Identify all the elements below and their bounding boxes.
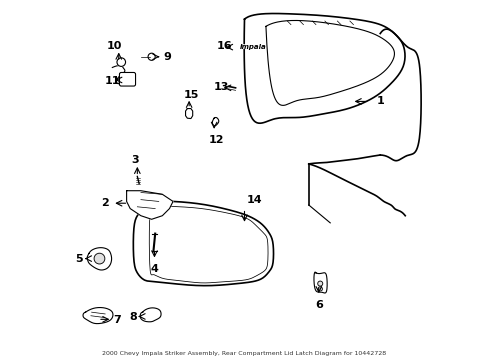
Text: 1: 1: [376, 96, 384, 107]
Circle shape: [117, 58, 125, 66]
Text: 8: 8: [129, 312, 137, 322]
Circle shape: [317, 287, 322, 291]
Text: 5: 5: [75, 254, 82, 264]
Text: 2: 2: [102, 198, 109, 208]
Text: 10: 10: [107, 41, 122, 51]
Text: 13: 13: [214, 82, 229, 92]
Text: 15: 15: [183, 90, 199, 100]
Text: 4: 4: [151, 264, 159, 274]
FancyBboxPatch shape: [119, 72, 135, 86]
Text: 3: 3: [131, 156, 139, 165]
Text: 16: 16: [216, 41, 232, 51]
Polygon shape: [228, 44, 258, 50]
Text: 6: 6: [315, 300, 323, 310]
Text: 2000 Chevy Impala Striker Assembly, Rear Compartment Lid Latch Diagram for 10442: 2000 Chevy Impala Striker Assembly, Rear…: [102, 351, 386, 356]
Polygon shape: [185, 109, 192, 118]
Circle shape: [317, 281, 322, 286]
Text: 11: 11: [105, 76, 121, 86]
Polygon shape: [87, 248, 111, 270]
Polygon shape: [313, 272, 326, 293]
Polygon shape: [140, 308, 161, 322]
Text: 7: 7: [113, 315, 121, 325]
Text: Impala: Impala: [240, 44, 266, 50]
Circle shape: [148, 53, 155, 60]
Text: 12: 12: [208, 135, 224, 145]
Polygon shape: [126, 191, 173, 219]
Text: 9: 9: [163, 52, 171, 62]
Text: 14: 14: [246, 195, 262, 205]
Circle shape: [94, 253, 104, 264]
Polygon shape: [83, 307, 113, 324]
